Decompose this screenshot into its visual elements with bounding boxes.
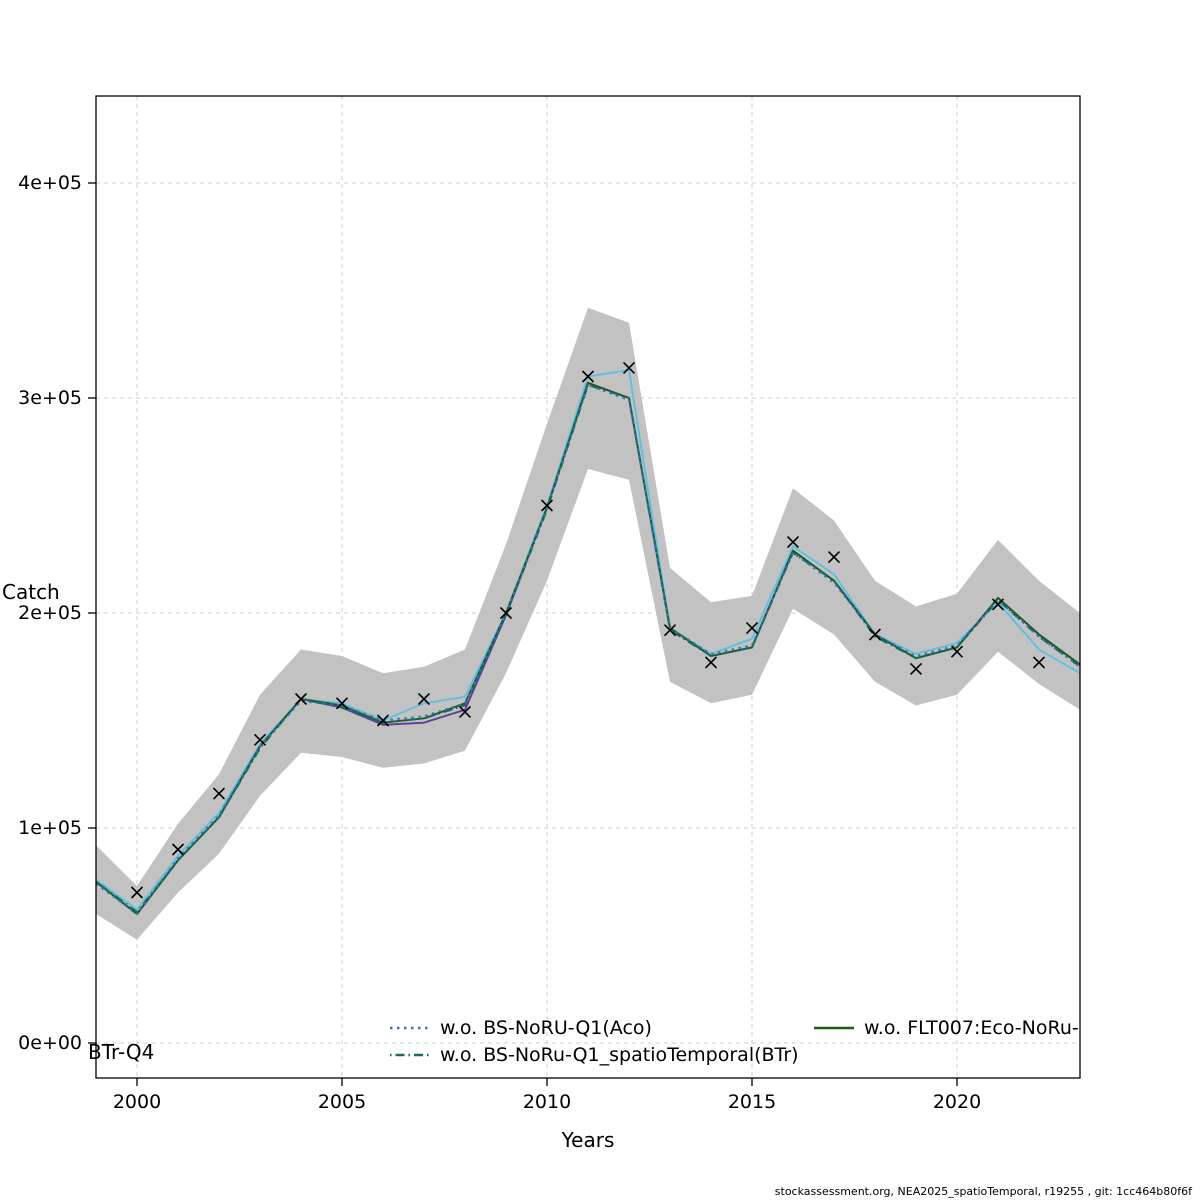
tick-labels: 2000 2005 2010 2015 2020 0e+00 1e+05 2e+05 3e+05… <box>18 172 981 1113</box>
y-tick-label: 4e+05 <box>18 172 82 194</box>
y-tick-label: 2e+05 <box>18 602 82 624</box>
y-axis-title: Catch <box>2 580 60 604</box>
axis-box <box>95 95 1081 1079</box>
x-axis-title: Years <box>561 1128 615 1152</box>
series-line <box>96 384 1080 915</box>
y-tick-label: 1e+05 <box>18 817 82 839</box>
x-tick-label: 2015 <box>728 1091 776 1113</box>
corner-label: BTr-Q4 <box>88 1040 155 1064</box>
footer-text: stockassessment.org, NEA2025_spatioTempo… <box>774 1185 1192 1198</box>
y-tick-label: 0e+00 <box>18 1032 82 1054</box>
series-line <box>96 384 1080 913</box>
gridlines <box>96 96 1080 1078</box>
x-tick-label: 2020 <box>933 1091 981 1113</box>
axis-ticks <box>88 182 958 1086</box>
markers <box>130 361 1046 899</box>
confidence-band <box>96 307 1080 940</box>
x-tick-label: 2005 <box>318 1091 366 1113</box>
y-tick-label: 3e+05 <box>18 387 82 409</box>
x-tick-label: 2000 <box>113 1091 161 1113</box>
x-tick-label: 2010 <box>523 1091 571 1113</box>
